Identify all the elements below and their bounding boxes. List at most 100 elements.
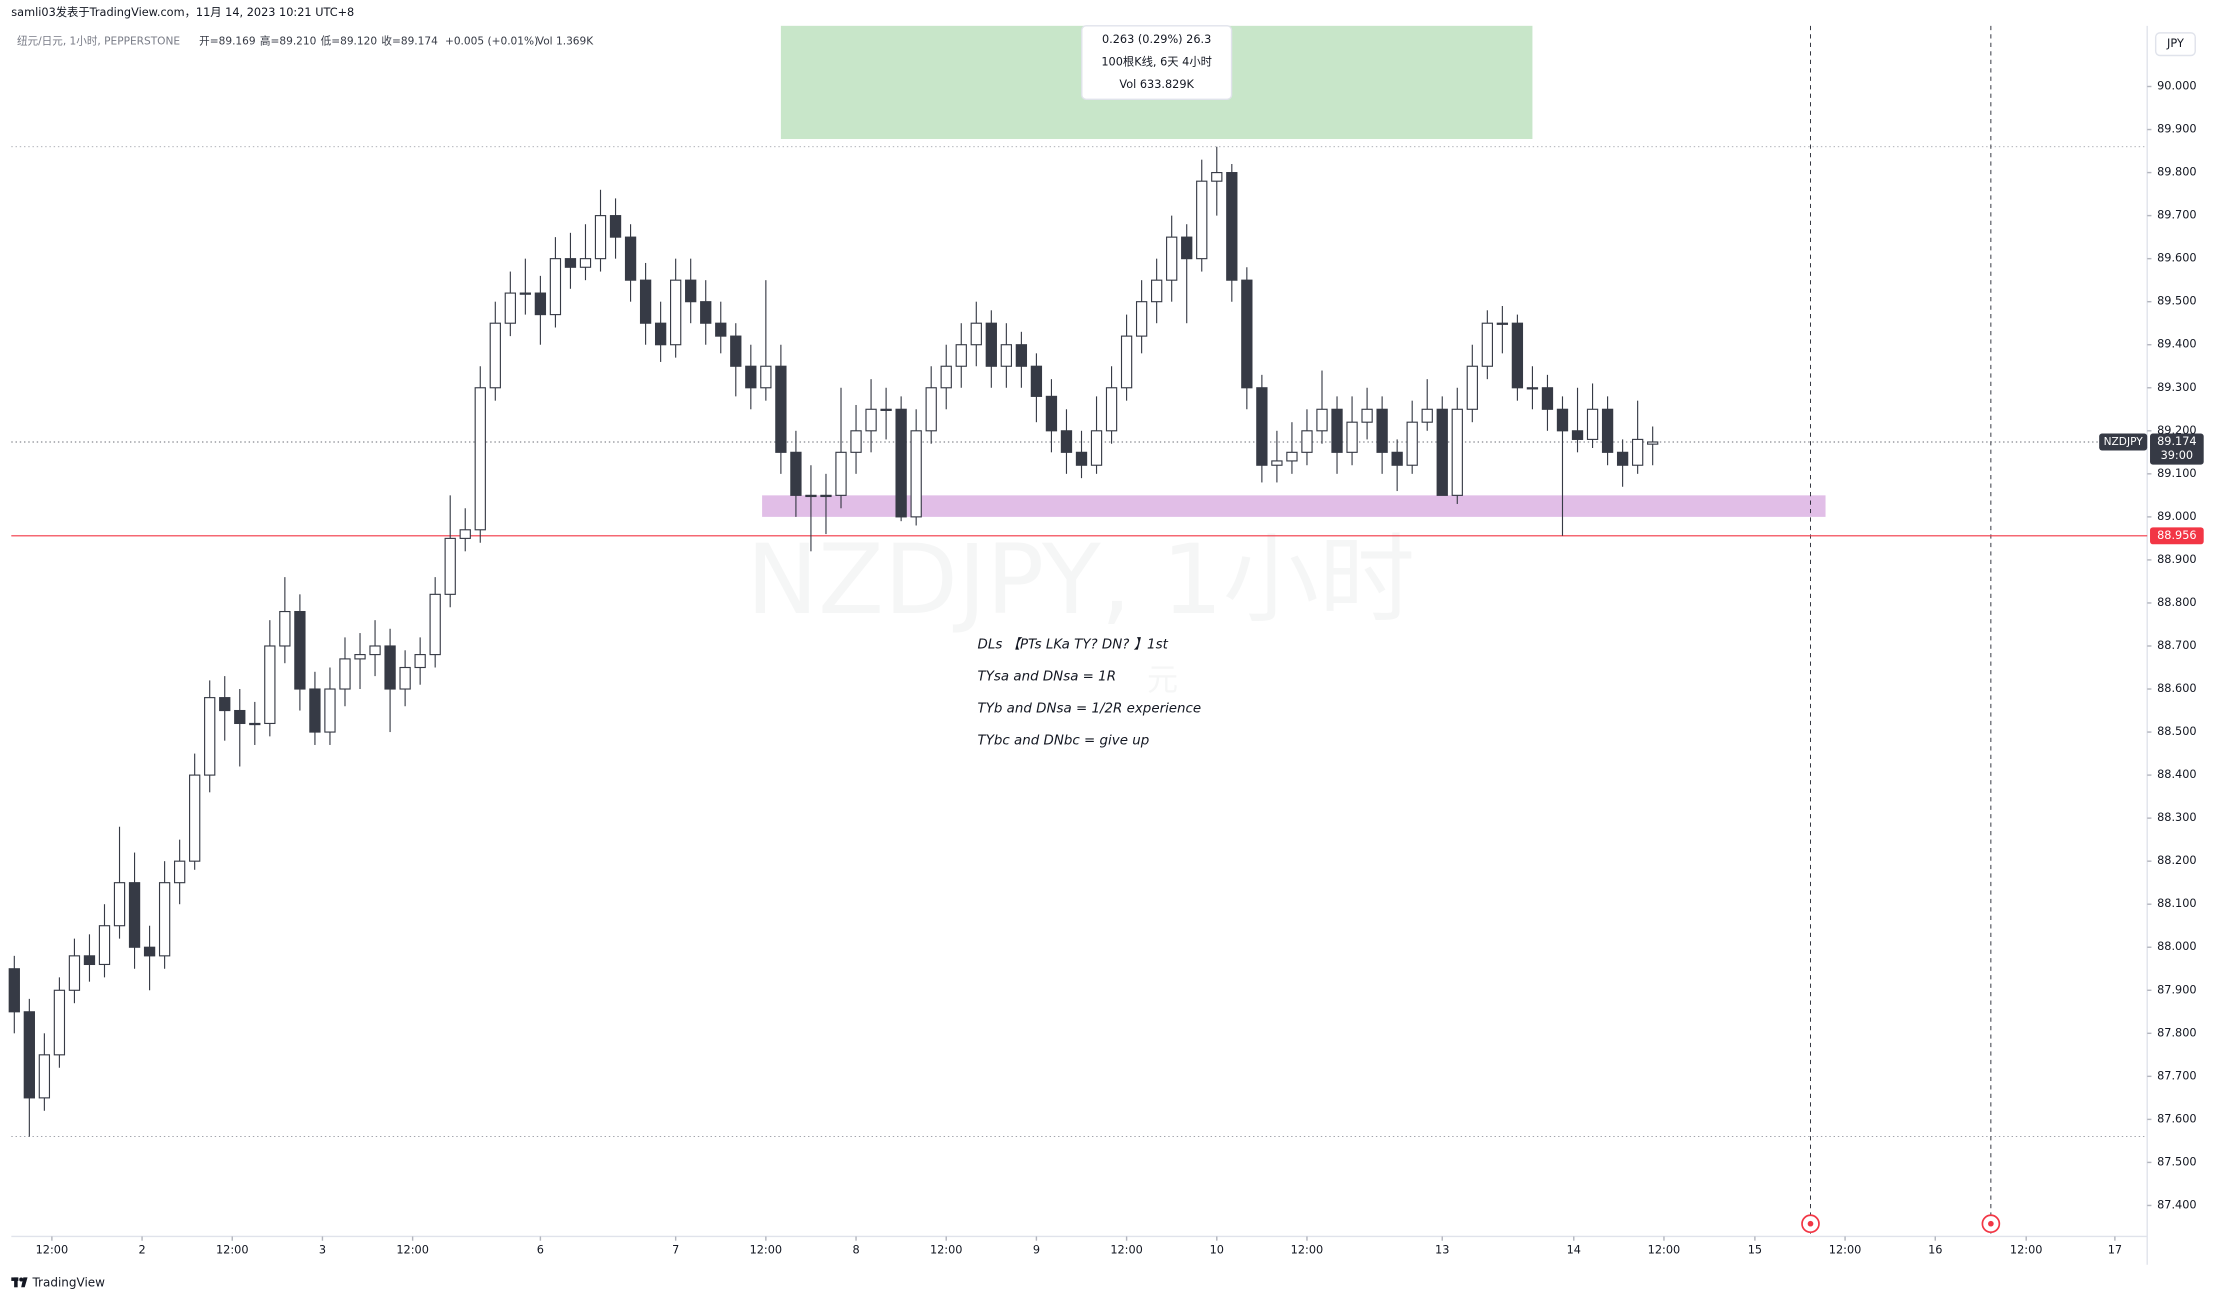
watermark-sub: 元 — [1147, 662, 1178, 698]
volume: Vol 1.369K — [537, 35, 594, 47]
candle-body — [173, 860, 186, 884]
x-tick-label: 15 — [1748, 1244, 1762, 1257]
y-tick-label: 88.100 — [2157, 897, 2197, 910]
candle-body — [279, 610, 291, 647]
candle-body — [1090, 430, 1103, 466]
x-tick-label: 17 — [2108, 1244, 2122, 1257]
candle-body — [1105, 387, 1118, 432]
candle-body — [700, 301, 712, 324]
candle-body — [444, 537, 456, 595]
candle-body — [128, 882, 141, 948]
alert-tag-text: 88.956 — [2157, 529, 2197, 542]
currency[interactable]: JPY — [2166, 37, 2184, 50]
candle-body — [1436, 408, 1448, 496]
candle-body — [339, 658, 351, 690]
symbol-tag-text: NZDJPY — [2104, 436, 2144, 448]
candle-body — [820, 494, 832, 498]
candle-body — [369, 645, 381, 656]
candle-body — [685, 279, 697, 303]
candle-body — [1135, 301, 1148, 337]
change: +0.005 (+0.01%) — [445, 35, 538, 47]
candle-body — [1181, 236, 1193, 260]
candle-body — [745, 365, 757, 389]
candle-body — [1316, 408, 1328, 432]
candle-body — [68, 955, 81, 991]
x-tick-label: 14 — [1567, 1244, 1581, 1257]
candle-body — [1241, 279, 1253, 389]
candle-body — [1030, 365, 1043, 397]
symbol-line: 纽元/日元, 1小时, PEPPERSTONE — [17, 34, 180, 47]
candle-body — [639, 279, 652, 324]
candle-body — [1075, 451, 1088, 466]
candle-body — [98, 925, 111, 966]
y-tick-label: 89.400 — [2157, 338, 2197, 351]
candle-body — [624, 236, 637, 281]
y-tick-label: 87.600 — [2157, 1112, 2197, 1125]
candle-body — [158, 882, 171, 957]
candle-body — [23, 1011, 35, 1099]
candle-body — [1616, 451, 1629, 466]
candle-body — [399, 666, 411, 690]
candle-body — [519, 292, 532, 295]
candle-body — [790, 451, 802, 496]
candle-body — [83, 955, 96, 966]
y-tick-label: 88.300 — [2157, 811, 2197, 824]
x-tick-label: 12:00 — [750, 1244, 783, 1257]
candle-body — [1120, 335, 1133, 389]
candle-body — [414, 654, 426, 669]
candle-body — [1556, 408, 1569, 432]
x-tick-label: 12:00 — [2010, 1244, 2043, 1257]
y-tick-label: 88.600 — [2157, 682, 2197, 695]
measure-text: 0.263 (0.29%) 26.3 — [1102, 33, 1211, 46]
candle-body — [1196, 180, 1208, 260]
candle-body — [1211, 172, 1223, 182]
candle-body — [730, 335, 742, 367]
y-tick-label: 90.000 — [2157, 80, 2197, 93]
alert-icon-dot — [1807, 1220, 1814, 1227]
candle-body — [985, 322, 997, 367]
candle-body — [715, 322, 727, 337]
candle-body — [1015, 344, 1028, 367]
candle-body — [459, 529, 471, 539]
candle-body — [534, 292, 547, 316]
x-tick-label: 12:00 — [1648, 1244, 1681, 1257]
y-tick-label: 89.900 — [2157, 123, 2197, 136]
x-tick-label: 12:00 — [396, 1244, 429, 1257]
candle-body — [53, 989, 66, 1056]
logo-part — [21, 1277, 28, 1288]
alert-tag — [2150, 527, 2204, 545]
candle-body — [609, 215, 622, 238]
x-tick-label: 12:00 — [930, 1244, 963, 1257]
candle-body — [955, 344, 967, 367]
y-tick-label: 87.700 — [2157, 1069, 2197, 1082]
candle-body — [865, 408, 877, 432]
candle-body — [1301, 430, 1313, 453]
logo-part — [19, 1277, 24, 1282]
candle-body — [549, 258, 562, 316]
candle-body — [143, 946, 156, 957]
candle-body — [1481, 322, 1493, 367]
x-tick-label: 13 — [1435, 1244, 1449, 1257]
candle-body — [309, 688, 321, 733]
candle-body — [1451, 408, 1463, 496]
y-tick-label: 89.500 — [2157, 295, 2197, 308]
candle-body — [1571, 430, 1584, 440]
candle-body — [670, 279, 682, 346]
candle-body — [1361, 408, 1373, 423]
y-tick-label: 89.800 — [2157, 166, 2197, 179]
x-tick-label: 2 — [138, 1244, 145, 1257]
note: TYsa and DNsa = 1R — [978, 670, 1116, 685]
candle-body — [8, 968, 20, 1013]
candle-body — [113, 882, 126, 927]
currency-button[interactable] — [2154, 32, 2196, 57]
publisher: samli03发表于TradingView.com，11月 14, 2023 1… — [11, 5, 354, 19]
candle-body — [1466, 365, 1478, 410]
candle-body — [1496, 322, 1509, 325]
x-tick-label: 3 — [319, 1244, 326, 1257]
zone — [762, 495, 1826, 517]
candle-body — [264, 645, 276, 725]
close: 收=89.174 — [381, 34, 438, 47]
y-tick-label: 89.700 — [2157, 209, 2197, 222]
y-tick-label: 87.500 — [2157, 1155, 2197, 1168]
